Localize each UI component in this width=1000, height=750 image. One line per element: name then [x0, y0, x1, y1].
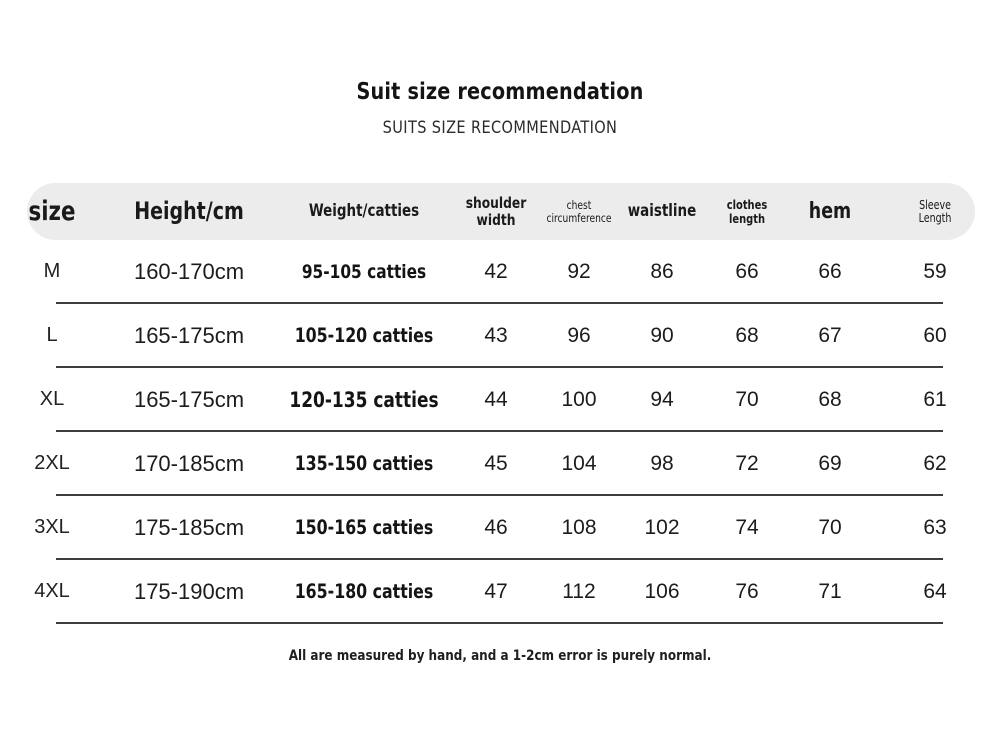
cell-chest-circumference: 92 [567, 259, 591, 283]
cell-sleeve-length: 64 [923, 579, 947, 603]
cell-weight: 95-105 catties [301, 260, 427, 283]
cell-waistline: 102 [644, 515, 680, 539]
column-header-size: size [28, 195, 76, 227]
column-header-chest-line2: circumference [546, 210, 612, 225]
cell-chest-circumference: 108 [561, 515, 597, 539]
cell-hem: 66 [818, 259, 842, 283]
cell-waistline: 98 [650, 451, 674, 475]
cell-shoulder-width: 46 [484, 515, 508, 539]
cell-waistline: 86 [650, 259, 674, 283]
cell-weight: 120-135 catties [289, 387, 439, 412]
cell-height: 165-175cm [133, 387, 245, 413]
cell-size: 2XL [34, 452, 70, 475]
cell-sleeve-length: 63 [923, 515, 947, 539]
cell-size: XL [39, 388, 65, 411]
cell-chest-circumference: 100 [561, 387, 597, 411]
column-header-waistline: waistline [627, 201, 697, 222]
cell-clothes-length: 76 [735, 579, 759, 603]
column-header-sleeve-line1: Sleeve [919, 197, 951, 212]
column-header-sleeve-line2: Length [918, 210, 952, 225]
column-header-hem: hem [808, 198, 852, 224]
cell-size: L [46, 324, 58, 347]
table-row: XL 165-175cm 120-135 catties 44 100 94 7… [0, 368, 1000, 432]
cell-size: 3XL [34, 516, 70, 539]
cell-sleeve-length: 59 [923, 259, 947, 283]
column-header-clothes-length: clothes length [726, 197, 768, 226]
column-header-chest-circumference: chest circumference [543, 199, 615, 224]
cell-weight: 150-165 catties [294, 516, 434, 540]
cell-clothes-length: 74 [735, 515, 759, 539]
cell-weight: 105-120 catties [294, 324, 434, 348]
table-row: M 160-170cm 95-105 catties 42 92 86 66 6… [0, 240, 1000, 304]
column-header-sleeve-length: Sleeve Length [878, 197, 992, 225]
title-block: Suit size recommendation SUITS SIZE RECO… [0, 78, 1000, 138]
column-header-weight: Weight/catties [308, 201, 420, 222]
cell-shoulder-width: 45 [484, 451, 508, 475]
cell-waistline: 90 [650, 323, 674, 347]
table-row: L 165-175cm 105-120 catties 43 96 90 68 … [0, 304, 1000, 368]
cell-height: 170-185cm [133, 451, 245, 477]
column-header-shoulder-line1: shoulder [465, 193, 527, 212]
cell-weight: 165-180 catties [294, 580, 434, 604]
cell-hem: 67 [818, 323, 842, 347]
cell-weight: 135-150 catties [294, 452, 434, 476]
table-row: 2XL 170-185cm 135-150 catties 45 104 98 … [0, 432, 1000, 496]
size-table: size Height/cm Weight/catties shoulder w… [0, 183, 1000, 624]
cell-sleeve-length: 62 [923, 451, 947, 475]
cell-clothes-length: 70 [735, 387, 759, 411]
cell-height: 175-190cm [133, 579, 245, 605]
cell-hem: 70 [818, 515, 842, 539]
column-header-chest-line1: chest [566, 198, 592, 213]
cell-sleeve-length: 60 [923, 323, 947, 347]
table-row: 3XL 175-185cm 150-165 catties 46 108 102… [0, 496, 1000, 560]
cell-hem: 71 [818, 579, 842, 603]
cell-size: M [43, 260, 61, 283]
column-header-shoulder-line2: width [476, 210, 516, 229]
table-row: 4XL 175-190cm 165-180 catties 47 112 106… [0, 560, 1000, 624]
cell-shoulder-width: 42 [484, 259, 508, 283]
cell-hem: 69 [818, 451, 842, 475]
table-header-row: size Height/cm Weight/catties shoulder w… [0, 183, 1000, 240]
cell-height: 160-170cm [133, 259, 245, 285]
cell-chest-circumference: 104 [561, 451, 597, 475]
header-band [27, 183, 975, 240]
measurement-disclaimer: All are measured by hand, and a 1-2cm er… [288, 648, 712, 664]
page-title: Suit size recommendation [356, 79, 644, 105]
cell-shoulder-width: 44 [484, 387, 508, 411]
cell-clothes-length: 72 [735, 451, 759, 475]
cell-sleeve-length: 61 [923, 387, 947, 411]
cell-waistline: 94 [650, 387, 674, 411]
cell-height: 165-175cm [133, 323, 245, 349]
cell-height: 175-185cm [133, 515, 245, 541]
cell-clothes-length: 68 [735, 323, 759, 347]
column-header-shoulder-width: shoulder width [459, 195, 533, 228]
cell-size: 4XL [34, 580, 70, 603]
cell-chest-circumference: 96 [567, 323, 591, 347]
cell-hem: 68 [818, 387, 842, 411]
cell-shoulder-width: 47 [484, 579, 508, 603]
cell-clothes-length: 66 [735, 259, 759, 283]
page-subtitle: SUITS SIZE RECOMMENDATION [382, 118, 618, 138]
cell-shoulder-width: 43 [484, 323, 508, 347]
cell-waistline: 106 [644, 579, 680, 603]
cell-chest-circumference: 112 [562, 579, 596, 603]
column-header-height: Height/cm [134, 196, 244, 225]
